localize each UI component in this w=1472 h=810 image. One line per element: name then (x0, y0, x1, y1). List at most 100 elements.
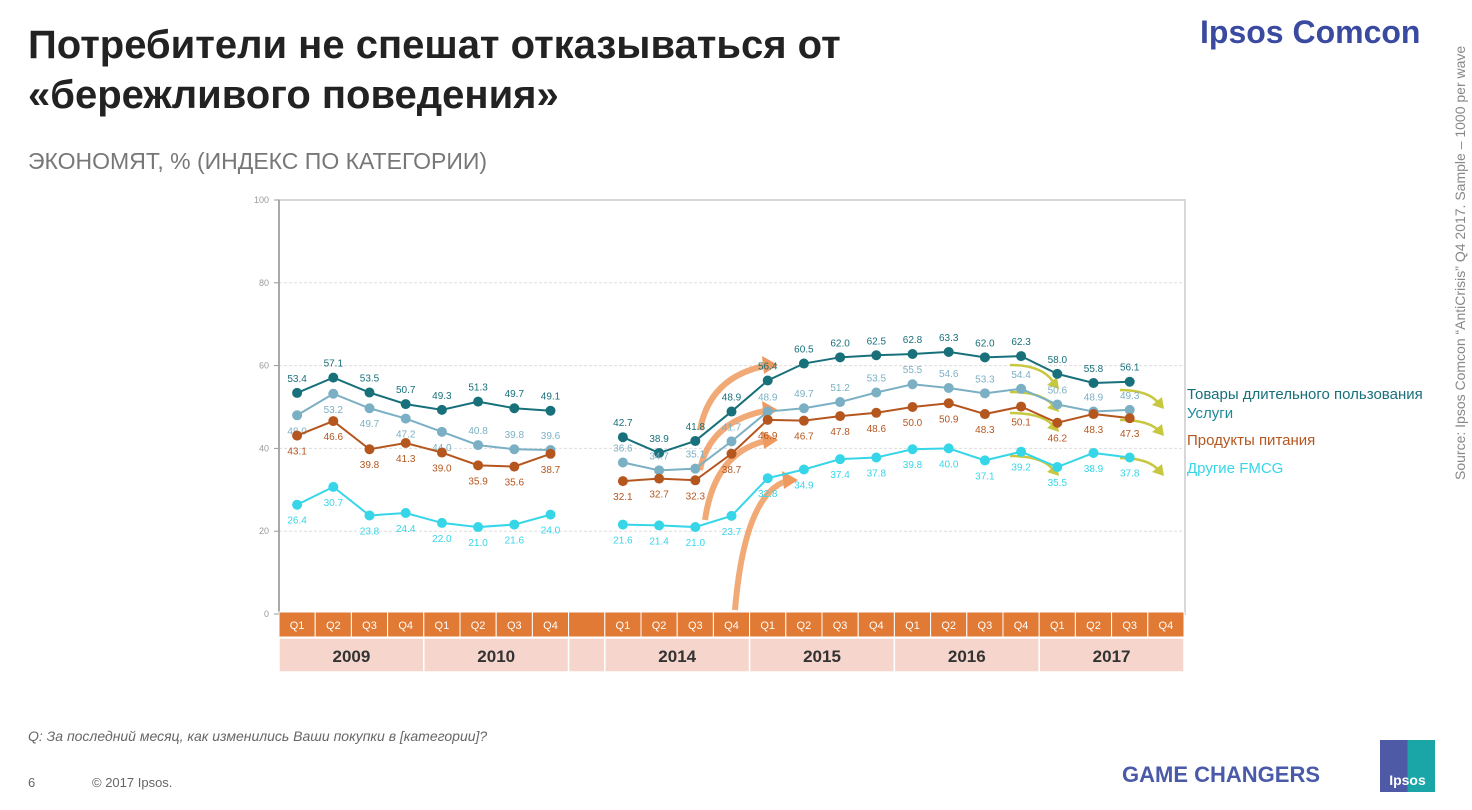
data-label: 54.4 (1011, 370, 1031, 381)
data-point (690, 475, 701, 486)
data-label: 50.7 (396, 385, 416, 396)
data-point (907, 379, 918, 390)
data-label: 48.9 (758, 393, 778, 404)
quarter-label: Q3 (507, 620, 522, 632)
page-title: Потребители не спешат отказываться от «бе… (28, 20, 841, 120)
quarter-label: Q4 (543, 620, 558, 632)
brand-logo: Ipsos Comcon (1200, 14, 1421, 50)
data-label: 46.6 (324, 432, 344, 443)
data-point (762, 375, 773, 386)
data-point (1016, 351, 1027, 362)
data-label: 41.8 (686, 422, 706, 433)
data-point (726, 406, 737, 417)
data-point (509, 444, 520, 455)
data-label: 51.2 (830, 383, 850, 394)
series-line (296, 485, 551, 529)
data-label: 58.0 (1048, 355, 1068, 366)
data-point (328, 481, 339, 492)
subtitle: ЭКОНОМЯТ, % (ИНДЕКС ПО КАТЕГОРИИ) (28, 148, 488, 174)
quarter-cell (785, 611, 823, 638)
data-point (509, 461, 520, 472)
data-label: 46.9 (758, 431, 778, 442)
data-label: 47.8 (830, 427, 850, 438)
data-point (654, 520, 665, 531)
quarter-cell (857, 611, 895, 638)
data-point (979, 388, 990, 399)
data-label: 37.1 (975, 471, 995, 482)
data-label: 38.9 (1084, 464, 1104, 475)
data-point (690, 522, 701, 533)
data-label: 21.4 (649, 536, 669, 547)
data-label: 49.3 (432, 391, 452, 402)
data-label: 62.3 (1011, 337, 1031, 348)
data-point (1016, 401, 1027, 412)
quarter-cell (676, 611, 714, 638)
quarter-cell (749, 611, 787, 638)
data-label: 38.7 (722, 465, 742, 476)
data-point (654, 465, 665, 476)
data-point (726, 510, 737, 521)
growth-arrowhead (762, 356, 778, 374)
data-label: 49.1 (541, 392, 561, 403)
data-point (1052, 462, 1063, 473)
growth-arrow (697, 362, 771, 431)
data-point (545, 405, 556, 416)
data-label: 21.6 (505, 536, 525, 547)
year-cell (893, 637, 1040, 673)
data-label: 35.6 (505, 478, 525, 489)
data-point (943, 346, 954, 357)
decline-arrowhead (1152, 424, 1164, 436)
data-point (798, 415, 809, 426)
data-label: 37.8 (867, 469, 887, 480)
legend-item: Другие FMCG (1187, 460, 1284, 477)
data-point (473, 396, 484, 407)
quarter-cell (459, 611, 497, 638)
data-point (1016, 446, 1027, 457)
data-label: 23.8 (360, 526, 380, 537)
quarter-label: Q3 (833, 620, 848, 632)
data-label: 34.9 (794, 481, 814, 492)
quarter-label: Q2 (652, 620, 667, 632)
data-label: 60.5 (794, 345, 814, 356)
data-label: 35.5 (1048, 478, 1068, 489)
data-point (617, 519, 628, 530)
data-point (979, 352, 990, 363)
data-point (364, 387, 375, 398)
growth-arrowhead (762, 431, 778, 449)
y-tick-label: 0 (264, 609, 269, 619)
data-point (979, 455, 990, 466)
series-line (296, 376, 551, 412)
data-point (1124, 376, 1135, 387)
data-point (871, 387, 882, 398)
data-label: 21.0 (468, 538, 488, 549)
data-label: 53.5 (360, 374, 380, 385)
data-point (835, 352, 846, 363)
data-label: 24.0 (541, 526, 561, 537)
quarter-cell (1147, 611, 1185, 638)
data-point (798, 464, 809, 475)
data-label: 55.8 (1084, 364, 1104, 375)
data-point (762, 473, 773, 484)
data-label: 32.1 (613, 492, 633, 503)
data-point (400, 399, 411, 410)
data-point (473, 460, 484, 471)
data-point (328, 416, 339, 427)
data-point (1016, 383, 1027, 394)
data-point (436, 447, 447, 458)
data-point (943, 443, 954, 454)
data-label: 39.8 (903, 460, 923, 471)
data-label: 37.4 (830, 470, 850, 481)
data-point (943, 398, 954, 409)
ipsos-logo: Ipsos (1380, 740, 1435, 792)
year-label: 2016 (948, 647, 986, 666)
data-point (364, 403, 375, 414)
quarter-label: Q1 (290, 620, 305, 632)
data-point (545, 509, 556, 520)
quarter-label: Q4 (398, 620, 413, 632)
growth-arrow (702, 437, 771, 521)
data-point (364, 510, 375, 521)
growth-arrowhead (782, 471, 798, 489)
data-point (798, 358, 809, 369)
data-point (979, 409, 990, 420)
